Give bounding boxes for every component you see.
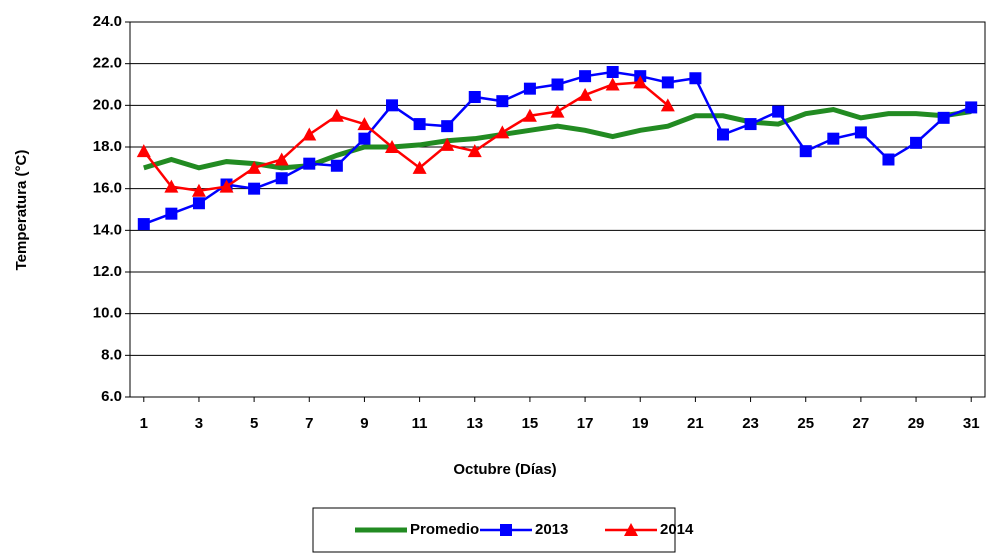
marker bbox=[137, 218, 150, 231]
marker bbox=[164, 179, 179, 193]
x-tick-label: 29 bbox=[908, 415, 925, 432]
y-tick-label: 12.0 bbox=[93, 263, 122, 280]
marker bbox=[358, 132, 371, 145]
x-tick-label: 13 bbox=[466, 415, 483, 432]
marker bbox=[633, 75, 648, 89]
marker bbox=[523, 82, 536, 95]
x-tick-label: 25 bbox=[797, 415, 814, 432]
y-tick-label: 16.0 bbox=[93, 180, 122, 197]
series-line bbox=[143, 70, 972, 226]
x-tick-label: 9 bbox=[360, 415, 368, 432]
y-tick-label: 6.0 bbox=[101, 388, 122, 405]
marker bbox=[882, 153, 895, 166]
x-tick-label: 19 bbox=[632, 415, 649, 432]
x-tick-label: 3 bbox=[195, 415, 203, 432]
marker bbox=[303, 157, 316, 170]
marker bbox=[357, 117, 372, 131]
x-tick-label: 17 bbox=[577, 415, 594, 432]
marker bbox=[716, 128, 729, 141]
marker bbox=[689, 72, 702, 85]
marker bbox=[495, 125, 510, 139]
marker bbox=[275, 172, 288, 185]
marker bbox=[660, 98, 675, 112]
x-tick-label: 21 bbox=[687, 415, 704, 432]
marker bbox=[578, 87, 593, 101]
x-tick-label: 7 bbox=[305, 415, 313, 432]
marker bbox=[606, 66, 619, 78]
marker bbox=[496, 95, 509, 108]
legend-marker bbox=[624, 523, 638, 536]
y-axis-label: Temperatura (°C) bbox=[13, 150, 30, 271]
marker bbox=[412, 160, 427, 174]
marker bbox=[522, 108, 537, 122]
marker bbox=[441, 120, 454, 133]
marker bbox=[827, 132, 840, 145]
plot-border bbox=[129, 21, 986, 398]
marker bbox=[468, 91, 481, 103]
marker bbox=[605, 77, 620, 91]
marker bbox=[579, 70, 592, 83]
marker bbox=[772, 105, 785, 118]
x-tick-label: 1 bbox=[140, 415, 148, 432]
y-tick-label: 8.0 bbox=[101, 346, 122, 363]
marker bbox=[302, 127, 317, 141]
x-tick-label: 23 bbox=[742, 415, 759, 432]
marker bbox=[965, 101, 978, 114]
marker bbox=[440, 137, 455, 151]
x-tick-label: 15 bbox=[522, 415, 539, 432]
marker bbox=[467, 144, 482, 158]
marker bbox=[799, 145, 812, 158]
legend-marker bbox=[500, 524, 512, 536]
marker bbox=[854, 126, 867, 139]
y-tick-label: 20.0 bbox=[93, 96, 122, 113]
marker bbox=[550, 104, 565, 118]
marker bbox=[247, 160, 262, 174]
marker bbox=[248, 182, 261, 195]
marker bbox=[330, 159, 343, 172]
y-tick-label: 24.0 bbox=[93, 13, 122, 30]
legend-label: 2014 bbox=[660, 521, 694, 538]
y-tick-label: 18.0 bbox=[93, 138, 122, 155]
x-tick-label: 5 bbox=[250, 415, 258, 432]
x-tick-label: 11 bbox=[412, 415, 428, 432]
marker bbox=[413, 118, 426, 131]
marker bbox=[551, 78, 564, 91]
series-line bbox=[143, 106, 972, 171]
legend-label: Promedio bbox=[410, 521, 479, 538]
y-tick-label: 14.0 bbox=[93, 221, 122, 238]
y-tick-label: 22.0 bbox=[93, 55, 122, 72]
marker bbox=[192, 197, 205, 210]
marker bbox=[385, 140, 400, 153]
marker bbox=[386, 99, 399, 112]
marker bbox=[165, 207, 178, 220]
marker bbox=[136, 144, 151, 158]
marker bbox=[744, 118, 757, 131]
x-tick-label: 31 bbox=[963, 415, 980, 432]
y-tick-label: 10.0 bbox=[93, 305, 122, 322]
marker bbox=[910, 136, 923, 149]
x-axis-label: Octubre (Días) bbox=[453, 461, 556, 478]
marker bbox=[191, 183, 206, 197]
marker bbox=[937, 111, 950, 124]
x-tick-label: 27 bbox=[853, 415, 870, 432]
marker bbox=[661, 76, 674, 89]
marker bbox=[219, 179, 234, 193]
legend-label: 2013 bbox=[535, 521, 568, 538]
marker bbox=[329, 108, 344, 122]
marker bbox=[274, 152, 289, 166]
